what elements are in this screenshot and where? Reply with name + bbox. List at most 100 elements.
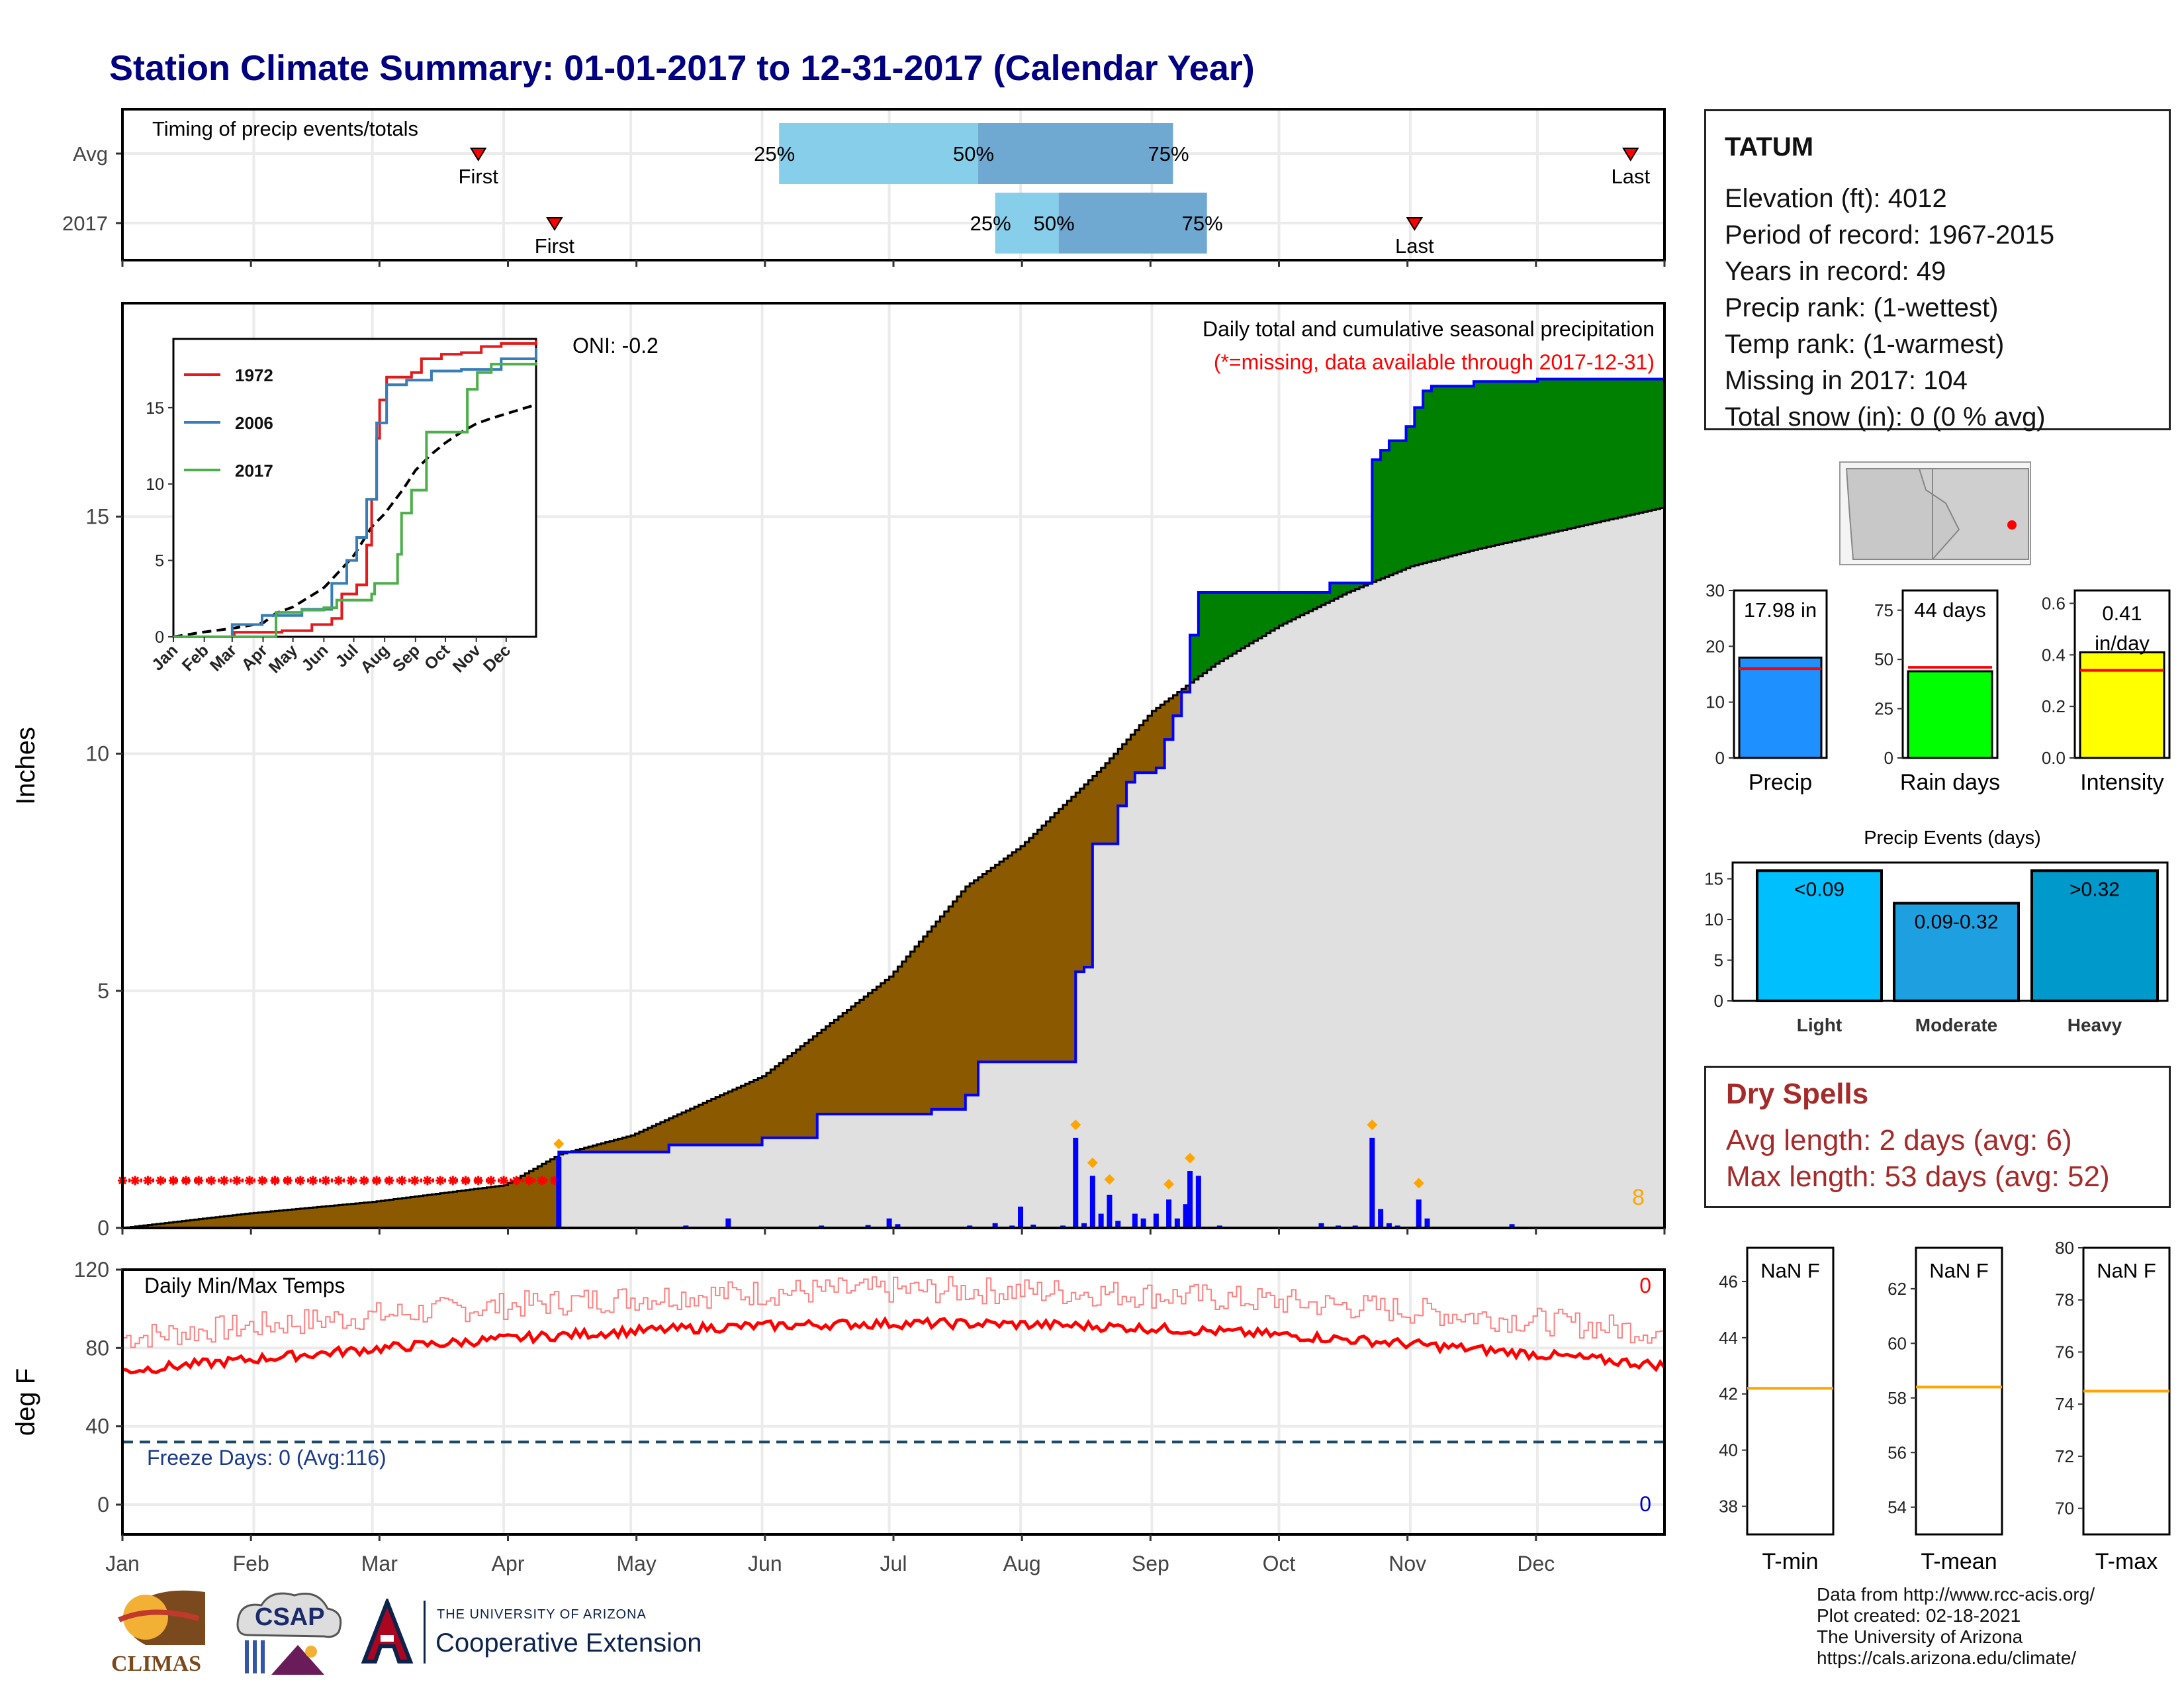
precip-missing-star xyxy=(512,1176,522,1186)
inset-y-tick-label: 15 xyxy=(146,399,164,418)
csap-logo-text: CSAP xyxy=(255,1603,325,1631)
precip-daily-bar xyxy=(1030,1224,1036,1228)
precip-daily-bar xyxy=(1089,1176,1095,1228)
precip-y-tick-label: 5 xyxy=(97,979,109,1003)
csap-logo: CSAP xyxy=(232,1589,347,1681)
temp-avg-max-line xyxy=(122,1316,1666,1375)
temp-y-tick-label: 80 xyxy=(85,1336,109,1360)
precip-missing-star xyxy=(295,1176,305,1186)
precip-daily-bar xyxy=(1018,1206,1024,1228)
dry-spells-title: Dry Spells xyxy=(1726,1078,1869,1110)
precip-missing-star xyxy=(270,1176,280,1186)
inset-y-tick-label: 5 xyxy=(155,552,164,571)
timing-row-2017-q75-label: 75% xyxy=(1182,212,1223,235)
precip-event-diamond xyxy=(1367,1119,1378,1131)
timing-panel-label: Timing of precip events/totals xyxy=(152,117,418,140)
precip-missing-star xyxy=(245,1176,255,1186)
precip-missing-star xyxy=(524,1176,534,1186)
precip-missing-star xyxy=(206,1176,216,1186)
summary-precip-bar xyxy=(1738,656,1823,759)
precip-event-diamond xyxy=(553,1138,565,1149)
precip-missing-star xyxy=(346,1176,356,1186)
precip-missing-star xyxy=(372,1176,382,1186)
events-y-tick-label: 5 xyxy=(1714,951,1723,970)
precip-daily-bar xyxy=(1187,1171,1193,1228)
timing-row-avg-last-marker xyxy=(1622,148,1639,162)
footer-plot-created: Plot created: 02-18-2021 xyxy=(1817,1605,2021,1626)
temp-record-max-line xyxy=(122,1276,1665,1348)
timing-row-avg-first-label: First xyxy=(459,165,499,188)
station-years: Years in record: 49 xyxy=(1725,257,1946,286)
timing-row-2017-axis-label: 2017 xyxy=(62,212,108,235)
timing-row-2017-q50-label: 50% xyxy=(1034,212,1075,235)
summary-intensity-label: Intensity xyxy=(2080,770,2164,795)
precip-missing-star xyxy=(219,1176,229,1186)
summary-precip-y-tick-label: 20 xyxy=(1706,636,1725,656)
events-light-bar xyxy=(1756,869,1883,1002)
precip-observed-line xyxy=(557,375,1666,1228)
locator-state-east xyxy=(1918,468,2029,560)
timing-row-avg-q50-label: 50% xyxy=(953,142,994,165)
precip-daily-bar xyxy=(1318,1223,1324,1228)
temp-summary-t-max-y-tick-label: 76 xyxy=(2055,1342,2074,1362)
station-location-dot xyxy=(2007,520,2017,530)
timing-row-avg-first-marker xyxy=(469,148,487,162)
summary-precip-value-text: 17.98 in xyxy=(1744,598,1817,622)
summary-rain-days-y-tick-label: 50 xyxy=(1874,649,1893,669)
freeze-days-label: Freeze Days: 0 (Avg:116) xyxy=(147,1446,387,1470)
month-label-aug: Aug xyxy=(1003,1552,1041,1575)
precip-daily-bar xyxy=(725,1218,731,1228)
temp-summary-t-max-label: T-max xyxy=(2095,1549,2158,1574)
precip-daily-bar xyxy=(1153,1213,1159,1228)
temp-summary-t-max-y-tick-label: 80 xyxy=(2055,1238,2074,1258)
timing-row-avg-q75-label: 75% xyxy=(1148,142,1189,165)
precip-missing-star xyxy=(537,1176,547,1186)
precip-daily-bar xyxy=(1081,1223,1087,1228)
temp-summary-t-min-value-text: NaN F xyxy=(1760,1259,1820,1282)
precip-missing-star xyxy=(321,1176,331,1186)
temp-summary-t-min-y-tick-label: 44 xyxy=(1719,1328,1738,1348)
precip-climo-area xyxy=(122,507,1664,1228)
precip-missing-star xyxy=(359,1176,369,1186)
temp-summary-t-mean-y-tick-label: 58 xyxy=(1888,1388,1907,1408)
temp-summary-t-max-y-tick-label: 72 xyxy=(2055,1446,2074,1466)
precip-y-tick-label: 10 xyxy=(85,742,109,766)
events-moderate-label: Moderate xyxy=(1915,1015,1997,1035)
station-snow: Total snow (in): 0 (0 % avg) xyxy=(1725,402,2046,432)
precip-surplus-area xyxy=(559,379,1664,1154)
precip-missing-star xyxy=(232,1176,242,1186)
precip-climo-line xyxy=(122,506,1666,1229)
inset-climo-line xyxy=(173,403,536,638)
summary-rain-days-bar xyxy=(1907,670,1993,759)
month-label-feb: Feb xyxy=(233,1552,269,1575)
precip-daily-bar xyxy=(1115,1221,1121,1228)
precip-daily-bar xyxy=(556,1156,562,1228)
temp-y-axis-label: deg F xyxy=(11,1368,40,1436)
precip-missing-star xyxy=(257,1176,267,1186)
summary-rain-days-label: Rain days xyxy=(1900,770,2000,795)
dry-spells-max: Max length: 53 days (avg: 52) xyxy=(1726,1160,2110,1193)
events-moderate-range-text: 0.09-0.32 xyxy=(1915,911,1999,933)
precip-missing-star xyxy=(385,1176,394,1186)
ua-small-text: THE UNIVERSITY OF ARIZONA xyxy=(437,1607,647,1622)
oni-label: ONI: -0.2 xyxy=(572,334,659,357)
events-y-tick-label: 0 xyxy=(1714,991,1723,1011)
dry-spells-avg: Avg length: 2 days (avg: 6) xyxy=(1726,1124,2072,1156)
timing-row-avg-q50-q75-bar xyxy=(978,123,1173,184)
station-missing: Missing in 2017: 104 xyxy=(1725,366,1968,395)
station-period: Period of record: 1967-2015 xyxy=(1725,220,2055,250)
precip-daily-bar xyxy=(1174,1218,1180,1228)
precip-corner-count: 8 xyxy=(1632,1185,1645,1210)
precip-missing-star xyxy=(181,1176,191,1186)
precip-missing-star xyxy=(473,1176,483,1186)
precip-daily-bar xyxy=(1098,1213,1104,1228)
precip-daily-bar xyxy=(1195,1176,1201,1228)
timing-row-2017-first-label: First xyxy=(535,234,575,258)
summary-precip-y-tick-label: 0 xyxy=(1715,748,1725,768)
temp-min-count: 0 xyxy=(1639,1492,1651,1516)
temp-summary-t-max-value-text: NaN F xyxy=(2097,1259,2156,1282)
temp-summary-t-max-y-tick-label: 74 xyxy=(2055,1394,2074,1414)
precip-missing-star xyxy=(397,1176,407,1186)
precip-daily-bar xyxy=(865,1225,871,1228)
precip-missing-star xyxy=(422,1176,432,1186)
